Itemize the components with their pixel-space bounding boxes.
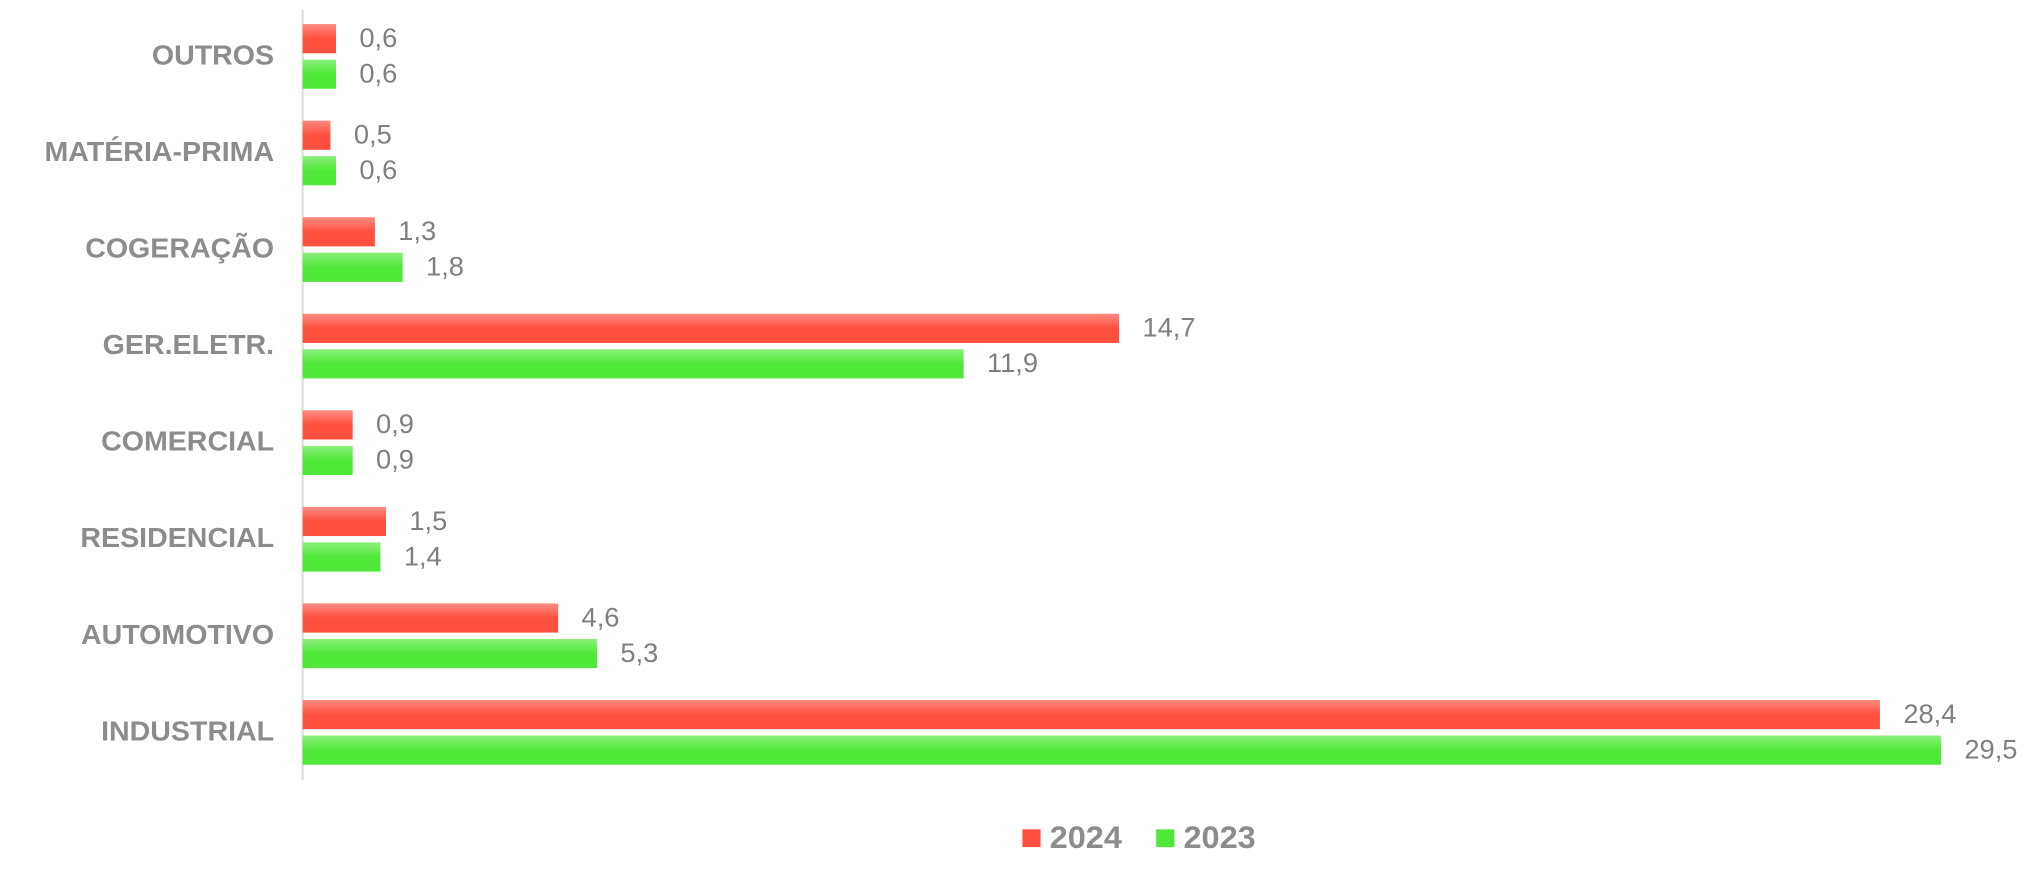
bar-highlight: [302, 445, 353, 476]
category-label: AUTOMOTIVO: [81, 618, 274, 650]
category-label: MATÉRIA-PRIMA: [44, 135, 274, 167]
value-label: 0,6: [359, 155, 397, 185]
bar-highlight: [302, 156, 337, 186]
value-label: 0,6: [359, 23, 397, 53]
bar-highlight: [302, 24, 337, 54]
bar-highlight: [302, 59, 337, 89]
category-label: RESIDENCIAL: [80, 522, 274, 554]
bar-highlight: [302, 252, 403, 282]
bar-highlight: [302, 313, 1120, 343]
category-label: COMERCIAL: [101, 425, 274, 457]
bar-highlight: [302, 735, 1942, 765]
bar-highlight: [302, 542, 381, 572]
bar-highlight: [302, 410, 353, 440]
bar-highlight: [302, 217, 375, 247]
bar-highlight: [302, 638, 598, 669]
value-label: 1,8: [426, 252, 464, 282]
legend-label: 2024: [1050, 819, 1122, 855]
value-label: 14,7: [1142, 313, 1195, 343]
value-label: 0,9: [376, 445, 414, 475]
bar-highlight: [302, 700, 1880, 730]
value-label: 0,9: [376, 410, 414, 440]
value-label: 4,6: [582, 603, 620, 633]
legend-swatch: [1156, 829, 1175, 848]
category-label: OUTROS: [152, 39, 274, 71]
value-label: 1,4: [404, 542, 442, 572]
value-label: 0,6: [359, 59, 397, 89]
bar-highlight: [302, 349, 964, 379]
value-label: 1,5: [409, 506, 447, 536]
category-label: COGERAÇÃO: [85, 232, 274, 264]
value-label: 0,5: [354, 120, 392, 150]
legend-label: 2023: [1183, 819, 1255, 855]
value-label: 28,4: [1903, 699, 1956, 729]
category-label: INDUSTRIAL: [101, 715, 274, 747]
value-label: 5,3: [620, 638, 658, 668]
category-label: GER.ELETR.: [103, 328, 274, 360]
bar-highlight: [302, 506, 386, 537]
bar-highlight: [302, 603, 559, 633]
value-label: 11,9: [987, 348, 1038, 378]
value-label: 29,5: [1964, 735, 2017, 765]
legend-swatch: [1022, 829, 1041, 848]
value-label: 1,3: [398, 216, 436, 246]
bar-highlight: [302, 120, 331, 150]
